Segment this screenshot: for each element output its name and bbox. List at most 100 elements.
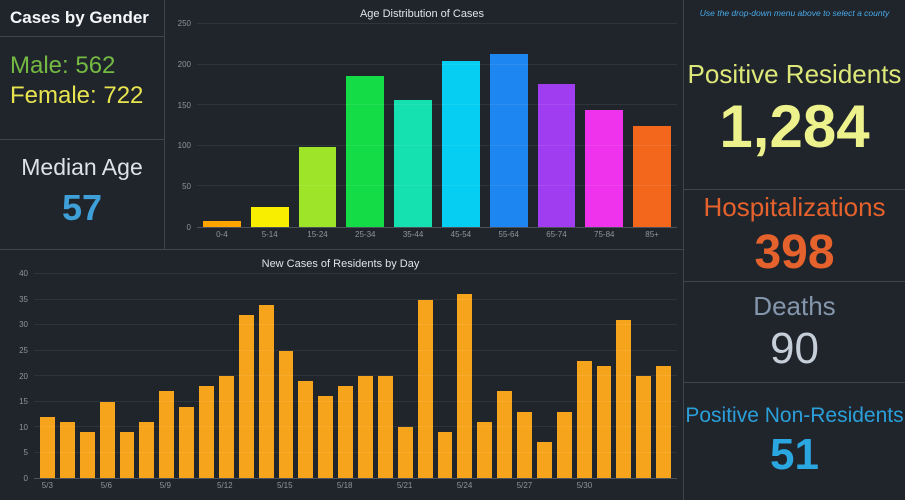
bar-6/2	[636, 376, 652, 478]
positive-residents-label: Positive Residents	[687, 58, 902, 89]
bar-5/5	[79, 432, 95, 478]
x-axis-tick-label: 5/3	[41, 481, 53, 490]
positive-non-residents-label: Positive Non-Residents	[685, 403, 904, 427]
bar-5/15	[278, 350, 294, 478]
x-axis-tick-label	[537, 481, 552, 494]
x-axis-tick-label: 55-64	[498, 230, 519, 239]
bar-5/3	[40, 416, 55, 478]
x-axis-tick-label: 5/12	[217, 481, 233, 490]
gridline	[197, 185, 677, 187]
bar-55-64	[489, 54, 528, 227]
y-axis-tick-label: 0	[23, 474, 28, 483]
deaths-label: Deaths	[753, 290, 836, 321]
bar-5/20	[377, 376, 393, 478]
x-axis-tick-label: 45-54	[450, 230, 472, 239]
daily-chart-plot-region: 0 5 10 15 20 25 30 35 40	[4, 269, 677, 483]
y-axis-tick-label: 100	[177, 141, 191, 151]
deaths-stat: Deaths 90	[684, 282, 905, 383]
cases-by-gender-title: Cases by Gender	[0, 0, 164, 37]
x-axis-tick-label: 5/15	[276, 481, 293, 490]
y-axis-tick-label: 30	[19, 320, 28, 330]
bar-5/26	[497, 391, 512, 478]
bar-5/6	[99, 401, 115, 478]
bar-85+	[633, 126, 671, 227]
y-axis-tick-label: 250	[177, 19, 191, 28]
x-axis-tick-label: 5/6	[100, 481, 112, 490]
bar-5/10	[179, 406, 194, 478]
bar-5/31	[596, 365, 612, 478]
y-axis-tick-label: 150	[177, 100, 191, 110]
y-axis-tick-label: 25	[19, 345, 28, 355]
gridline	[197, 104, 677, 106]
age-chart-x-axis: 0-4 5-14 15-24 25-34 35-44 45-54 55-64 65-74 75-…	[197, 228, 677, 243]
x-axis-tick-label	[138, 481, 153, 494]
y-axis-tick-label: 0	[186, 223, 191, 232]
gridline	[197, 144, 677, 146]
bar-5/13	[238, 314, 254, 478]
y-axis-tick-label: 40	[19, 269, 28, 278]
x-axis-tick-label: 5/9	[159, 481, 171, 490]
bar-5/23	[437, 432, 453, 478]
gridline	[34, 298, 677, 300]
y-axis-tick-label: 50	[182, 182, 191, 192]
bar-45-54	[441, 60, 480, 227]
x-axis-tick-label: 5/21	[396, 481, 413, 490]
bar-5/21	[397, 427, 413, 478]
hospitalizations-stat: Hospitalizations 398	[684, 190, 905, 282]
y-axis-tick-label: 20	[19, 371, 28, 381]
positive-residents-stat: Positive Residents 1,284	[684, 30, 905, 190]
x-axis-tick-label	[377, 481, 392, 494]
bottom-row: New Cases of Residents by Day 0 5 10 15 20 25…	[0, 250, 683, 500]
y-axis-tick-label: 5	[23, 448, 28, 458]
gridline	[34, 451, 677, 453]
bar-5/29	[556, 411, 572, 478]
hospitalizations-label: Hospitalizations	[703, 191, 886, 222]
bar-5-14	[250, 206, 289, 227]
x-axis-tick-label: 35-44	[402, 230, 424, 239]
x-axis-tick-label: 65-74	[546, 230, 567, 239]
bar-5/7	[119, 432, 135, 478]
right-stats-panel: Use the drop-down menu above to select a…	[683, 0, 905, 500]
y-axis-tick-label: 15	[19, 397, 28, 407]
left-column: Cases by Gender Male: 562 Female: 722 Me…	[0, 0, 165, 249]
bar-5/16	[298, 381, 314, 478]
x-axis-tick-label: 5-14	[261, 230, 278, 239]
x-axis-tick-label	[656, 481, 671, 494]
bar-5/27	[517, 411, 532, 478]
gridline	[34, 324, 677, 325]
x-axis-tick-label	[79, 481, 94, 494]
x-axis-tick-label: 5/24	[456, 481, 473, 490]
daily-chart-plot-area	[34, 273, 677, 479]
gridline	[197, 63, 677, 65]
x-axis-tick-label	[637, 481, 652, 494]
gridline	[34, 349, 677, 351]
daily-chart-x-axis: 5/3 5/6 5/9 5/12 5/15 5/18 5/21 5/24 5/27 5/30	[34, 479, 677, 494]
bar-6/3	[656, 365, 671, 478]
bar-5/28	[536, 442, 552, 478]
median-age-value: 57	[61, 187, 103, 228]
y-axis-tick-label: 200	[177, 59, 191, 69]
x-axis-tick-label	[60, 481, 75, 494]
x-axis-tick-label	[557, 481, 572, 494]
median-age-label: Median Age	[21, 154, 143, 180]
age-chart-plot-region: 0 50 100 150 200 250	[167, 19, 677, 232]
bar-25-34	[346, 75, 385, 227]
median-age-panel: Median Age 57	[0, 140, 164, 249]
daily-cases-chart: New Cases of Residents by Day 0 5 10 15 20 25…	[0, 250, 683, 500]
bar-6/1	[616, 319, 632, 478]
y-axis-tick-label: 35	[19, 294, 28, 304]
hospitalizations-value: 398	[754, 225, 835, 279]
age-chart-y-axis: 0 50 100 150 200 250	[167, 19, 197, 232]
bar-5/8	[139, 421, 155, 478]
daily-chart-title: New Cases of Residents by Day	[261, 258, 420, 270]
daily-chart-y-axis: 0 5 10 15 20 25 30 35 40	[4, 269, 34, 483]
x-axis-tick-label	[197, 481, 212, 494]
bar-5/14	[258, 304, 274, 478]
bar-5/24	[457, 294, 473, 478]
x-axis-tick-label: 5/30	[576, 481, 593, 490]
x-axis-tick-label	[298, 481, 313, 494]
left-section: Cases by Gender Male: 562 Female: 722 Me…	[0, 0, 683, 500]
x-axis-tick-label	[497, 481, 512, 494]
bar-5/19	[358, 376, 373, 478]
